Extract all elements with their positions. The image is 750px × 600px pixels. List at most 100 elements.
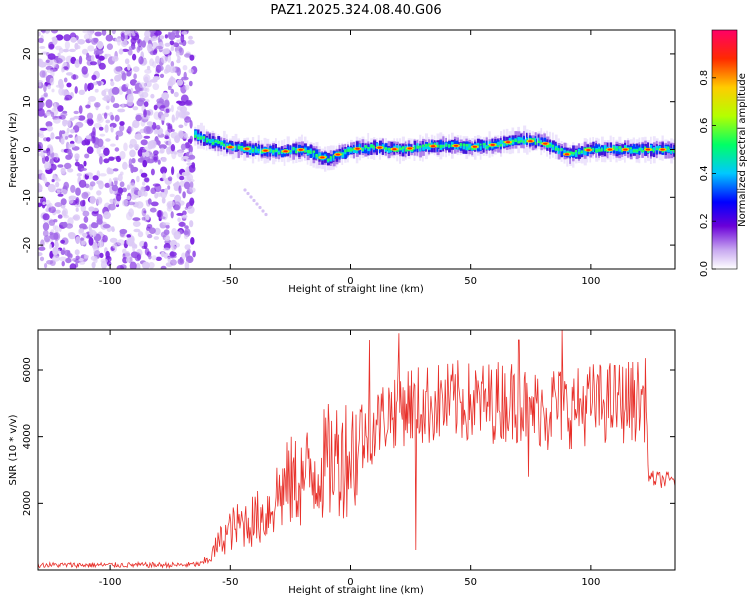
noise-blob	[136, 175, 140, 183]
noise-blob	[170, 104, 174, 113]
noise-blob	[61, 210, 67, 216]
noise-blob	[51, 157, 58, 161]
ridge-segment	[517, 140, 521, 144]
ridge-segment	[577, 148, 581, 155]
noise-blob	[75, 198, 79, 204]
noise-blob	[119, 228, 128, 235]
noise-blob	[51, 59, 57, 68]
ridge-peak	[407, 147, 412, 150]
ridge-segment	[673, 149, 675, 153]
noise-blob	[189, 220, 194, 228]
ridge-segment	[618, 147, 622, 152]
noise-blob	[188, 179, 195, 183]
noise-blob	[62, 119, 69, 125]
noise-blob	[128, 45, 136, 51]
noise-blob	[120, 32, 125, 42]
x-tick-label: 100	[581, 577, 600, 588]
ridge-segment	[497, 145, 500, 148]
noise-blob	[178, 221, 186, 227]
noise-blob	[96, 218, 103, 225]
noise-blob	[83, 160, 87, 167]
noise-blob	[39, 101, 45, 108]
colorbar: 0.0 0.2 0.4 0.6 0.8 Normalized spectral ampl…	[699, 29, 748, 277]
noise-blob	[130, 188, 134, 197]
noise-blob	[142, 159, 148, 168]
noise-blob	[188, 144, 193, 154]
ridge-segment	[468, 143, 472, 149]
noise-blob	[46, 260, 54, 265]
noise-blob	[163, 112, 169, 118]
noise-blob	[93, 122, 102, 129]
x-tick-label: -100	[99, 577, 122, 588]
noise-blob	[176, 67, 181, 77]
noise-blob	[131, 158, 136, 164]
noise-blob	[132, 53, 137, 61]
noise-blob	[173, 183, 178, 187]
ridge-segment	[350, 148, 353, 152]
noise-blob	[81, 192, 89, 199]
ridge-peak	[298, 148, 303, 151]
ridge-segment	[200, 136, 203, 140]
ridge-segment	[341, 152, 344, 156]
ridge-segment	[223, 140, 226, 147]
ridge-segment	[572, 145, 575, 158]
ridge-segment	[202, 138, 205, 142]
noise-blob	[77, 115, 86, 121]
noise-blob	[132, 66, 140, 73]
noise-blob	[97, 241, 104, 248]
noise-blob	[169, 259, 177, 266]
noise-blob	[167, 125, 173, 133]
noise-blob	[187, 255, 193, 262]
noise-blob	[85, 104, 91, 109]
noise-blob	[167, 85, 172, 91]
ridge-segment	[254, 148, 258, 153]
noise-blob	[94, 88, 99, 93]
noise-blob	[175, 110, 180, 119]
noise-blob	[82, 30, 91, 34]
ridge-segment	[641, 144, 644, 151]
noise-blob	[64, 40, 70, 50]
noise-blob	[86, 172, 94, 176]
ridge-segment	[326, 158, 330, 162]
noise-blob	[159, 35, 165, 40]
noise-blob	[164, 34, 168, 39]
noise-blob	[64, 135, 69, 140]
snr-x-axis-label: Height of straight line (km)	[288, 585, 424, 596]
noise-blob	[171, 114, 175, 123]
figure-title: PAZ1.2025.324.08.40.G06	[270, 3, 441, 18]
ridge-segment	[451, 144, 453, 148]
ridge-segment	[520, 140, 523, 143]
noise-blob	[116, 239, 125, 246]
noise-blob	[146, 121, 154, 127]
x-tick-label: 0	[347, 276, 353, 287]
noise-blob	[152, 76, 161, 81]
noise-blob	[171, 244, 177, 251]
noise-blob	[155, 45, 164, 50]
noise-blob	[151, 255, 157, 261]
noise-blob	[43, 235, 51, 243]
noise-blob	[75, 236, 81, 244]
noise-blob	[38, 246, 46, 251]
noise-blob	[161, 197, 166, 204]
noise-blob	[38, 169, 43, 175]
noise-blob	[42, 213, 50, 221]
noise-blob	[64, 94, 73, 101]
noise-blob	[60, 112, 68, 117]
noise-blob	[164, 42, 171, 47]
ridge-segment	[416, 145, 419, 149]
noise-blob	[84, 153, 90, 159]
noise-blob	[144, 76, 149, 83]
noise-blob	[110, 126, 114, 133]
noise-blob	[126, 195, 131, 200]
noise-blob	[111, 55, 119, 62]
ridge-segment	[275, 149, 278, 157]
ridge-segment	[303, 147, 307, 152]
ridge-segment	[197, 136, 200, 140]
noise-blob	[129, 261, 137, 269]
noise-blob	[181, 214, 188, 219]
noise-blob	[91, 74, 97, 81]
y-tick-label: 6000	[22, 357, 33, 382]
noise-blob	[177, 150, 183, 158]
ridge-segment	[589, 147, 592, 150]
noise-blob	[67, 232, 76, 238]
